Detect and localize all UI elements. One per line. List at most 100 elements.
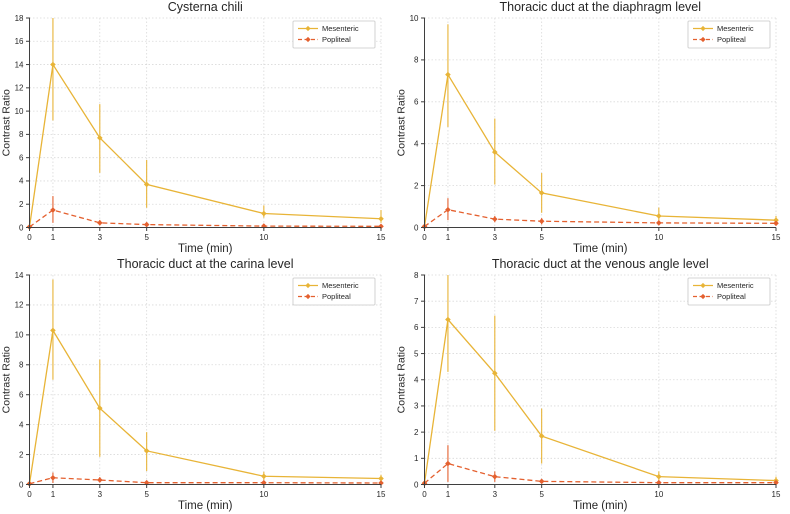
marker-popliteal: [492, 216, 498, 222]
y-tick-label: 0: [414, 480, 419, 489]
legend-marker-mesenteric: [700, 282, 706, 289]
chart-venous-angle-level: 0 1 2 3 4 5 6 7 8 0 1 3 5 10 15 Thoracic duct at the ve…: [396, 257, 781, 512]
legend-box: [292, 20, 376, 49]
chart-cysterna-chili: 0 2 4 6 8 10 12 14 16 18 0 1 3 5 10 15 Cysterna chili Tim…: [1, 0, 386, 255]
marker-mesenteric: [143, 181, 150, 188]
marker-mesenteric: [97, 405, 103, 411]
marker-mesenteric: [538, 433, 545, 439]
y-tick-label: 2: [414, 428, 419, 437]
marker-popliteal: [50, 207, 56, 213]
y-tick-label: 5: [414, 349, 419, 358]
series-line-mesenteric: [28, 62, 382, 228]
x-axis-label: Time (min): [573, 243, 628, 255]
y-tick-label: 10: [410, 14, 419, 23]
marker-popliteal: [445, 206, 451, 213]
marker-popliteal: [773, 220, 779, 227]
y-tick-label: 14: [15, 271, 24, 280]
x-axis-label: Time (min): [573, 500, 628, 512]
legend-marker-popliteal: [305, 36, 311, 43]
x-tick-label: 1: [51, 233, 56, 242]
legend-marker-popliteal: [305, 293, 311, 300]
x-axis-label: Time (min): [178, 243, 233, 255]
marker-mesenteric: [656, 213, 662, 219]
x-tick-label: 0: [422, 490, 427, 499]
y-tick-label: 1: [414, 454, 419, 463]
series-line-popliteal: [29, 209, 382, 228]
marker-popliteal: [538, 218, 545, 225]
y-tick-label: 4: [19, 420, 24, 429]
y-tick-label: 10: [15, 107, 24, 116]
legend-label-popliteal: Popliteal: [322, 35, 351, 44]
x-tick-label: 1: [446, 233, 451, 242]
marker-popliteal: [50, 474, 56, 481]
marker-popliteal: [538, 478, 545, 485]
x-tick-label: 3: [493, 490, 498, 499]
series-line-mesenteric: [423, 72, 777, 227]
y-tick-label: 8: [414, 56, 419, 65]
marker-popliteal: [143, 221, 150, 228]
chart-panel-1: 0 2 4 6 8 10 12 14 16 18 0 1 3 5 10 15 Cysterna chili Tim…: [0, 0, 395, 257]
y-tick-label: 0: [19, 480, 24, 489]
marker-mesenteric: [773, 217, 779, 223]
legend-label-mesenteric: Mesenteric: [322, 24, 359, 33]
chart-diaphragm-level: 0 2 4 6 8 10 0 1 3 5 10 15 Thoracic duct at the diap…: [396, 0, 781, 255]
legend-marker-mesenteric: [700, 25, 706, 32]
y-tick-label: 6: [19, 153, 24, 162]
marker-popliteal: [378, 223, 384, 230]
legend-label-mesenteric: Mesenteric: [717, 24, 754, 33]
marker-mesenteric: [143, 448, 150, 454]
legend-marker-popliteal: [700, 36, 706, 43]
legend-label-mesenteric: Mesenteric: [322, 281, 359, 290]
marker-mesenteric: [492, 149, 498, 155]
chart-panel-2: 0 2 4 6 8 10 0 1 3 5 10 15 Thoracic duct at the diap…: [395, 0, 790, 257]
y-tick-label: 2: [414, 181, 419, 190]
legend-marker-mesenteric: [305, 282, 311, 289]
legend-label-popliteal: Popliteal: [322, 292, 351, 301]
y-tick-label: 16: [15, 37, 24, 46]
chart-title: Thoracic duct at the venous angle level: [492, 257, 709, 271]
x-tick-label: 15: [772, 490, 781, 499]
series-line-popliteal: [424, 462, 776, 484]
y-axis-label: Contrast Ratio: [1, 346, 13, 413]
y-tick-label: 2: [19, 200, 24, 209]
y-tick-label: 4: [414, 140, 419, 149]
series-line-popliteal: [29, 477, 382, 485]
x-tick-label: 1: [446, 490, 451, 499]
y-tick-label: 8: [19, 361, 24, 370]
marker-popliteal: [378, 480, 384, 486]
legend-box: [292, 277, 376, 306]
y-tick-label: 7: [414, 297, 419, 306]
y-axis-label: Contrast Ratio: [1, 89, 13, 156]
x-tick-label: 5: [539, 490, 544, 499]
legend-marker-mesenteric: [305, 25, 311, 32]
y-tick-label: 4: [19, 177, 24, 186]
x-tick-label: 0: [422, 233, 427, 242]
marker-popliteal: [97, 220, 103, 226]
marker-mesenteric: [378, 475, 384, 482]
x-tick-label: 0: [27, 233, 32, 242]
x-tick-label: 10: [259, 233, 268, 242]
legend-marker-popliteal: [700, 293, 706, 300]
y-tick-label: 0: [414, 223, 419, 232]
chart-panel-3: 0 2 4 6 8 10 12 14 0 1 3 5 10 15 Thoracic duct at the …: [0, 257, 395, 514]
y-tick-label: 6: [19, 391, 24, 400]
y-tick-label: 12: [15, 301, 24, 310]
legend-box: [687, 20, 771, 49]
x-tick-label: 3: [98, 233, 103, 242]
marker-mesenteric: [261, 473, 267, 480]
y-tick-label: 12: [15, 84, 24, 93]
y-tick-label: 10: [15, 331, 24, 340]
marker-mesenteric: [445, 71, 451, 78]
marker-mesenteric: [97, 135, 103, 141]
y-axis-label: Contrast Ratio: [396, 89, 408, 156]
legend-label-popliteal: Popliteal: [717, 35, 746, 44]
x-tick-label: 10: [654, 233, 663, 242]
y-tick-label: 2: [19, 450, 24, 459]
y-tick-label: 14: [15, 60, 24, 69]
x-tick-label: 15: [377, 233, 386, 242]
x-axis-label: Time (min): [178, 500, 233, 512]
marker-mesenteric: [538, 190, 545, 196]
marker-mesenteric: [261, 210, 267, 217]
marker-mesenteric: [50, 61, 56, 68]
